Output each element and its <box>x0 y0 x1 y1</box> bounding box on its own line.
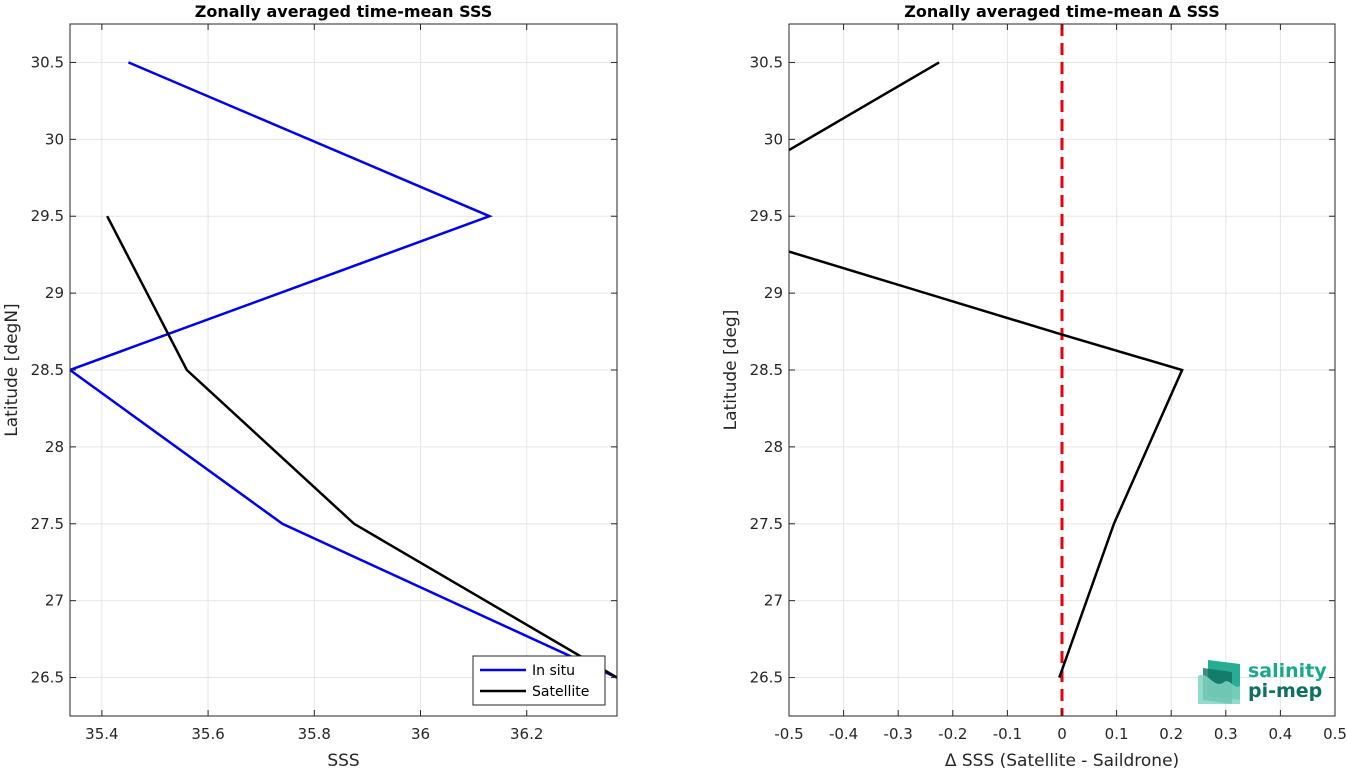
x-tick-label: -0.3 <box>884 725 913 743</box>
chart-title: Zonally averaged time-mean Δ SSS <box>904 2 1220 21</box>
x-tick-label: 36.2 <box>510 725 543 743</box>
y-tick-label: 26.5 <box>750 669 783 687</box>
legend-label: Satellite <box>532 684 589 700</box>
x-tick-label: 35.8 <box>298 725 331 743</box>
y-tick-label: 30.5 <box>31 53 64 71</box>
x-tick-label: 0.3 <box>1214 725 1238 743</box>
series-line-in-situ <box>70 61 617 679</box>
y-tick-label: 29.5 <box>750 207 783 225</box>
y-tick-label: 30 <box>764 130 783 148</box>
logo-word-pi-mep: pi-mep <box>1248 680 1322 702</box>
chart-2: -0.5 -0.4 -0.3 -0.2 -0.1 0 0.1 0.2 0.3 0.4 0.5 26.5… <box>721 2 1347 769</box>
y-tick-label: 28.5 <box>750 361 783 379</box>
chart-title: Zonally averaged time-mean SSS <box>195 2 493 21</box>
x-tick-label: -0.5 <box>774 725 803 743</box>
x-tick-label: 0.4 <box>1268 725 1292 743</box>
x-tick-label: -0.1 <box>993 725 1022 743</box>
legend-label: In situ <box>532 663 575 679</box>
y-tick-label: 28.5 <box>31 361 64 379</box>
x-tick-label: 0.2 <box>1159 725 1183 743</box>
y-tick-label: 29 <box>45 284 64 302</box>
legend-box <box>472 655 606 706</box>
x-axis-label: Δ SSS (Satellite - Saildrone) <box>945 751 1179 769</box>
y-axis-label: Latitude [degN] <box>2 303 22 436</box>
y-tick-label: 29 <box>764 284 783 302</box>
y-tick-label: 28 <box>764 438 783 456</box>
y-tick-label: 27.5 <box>750 515 783 533</box>
logo-word-salinity: salinity <box>1248 660 1327 682</box>
series-line-1-seg2 <box>789 250 1184 679</box>
legend: In situ Satellite <box>472 655 606 706</box>
x-tick-label: 0 <box>1057 725 1067 743</box>
y-tick-label: 27.5 <box>31 515 64 533</box>
y-tick-label: 27 <box>764 592 783 610</box>
y-tick-label: 30 <box>45 130 64 148</box>
x-tick-label: -0.2 <box>938 725 967 743</box>
y-tick-label: 27 <box>45 592 64 610</box>
y-tick-label: 29.5 <box>31 207 64 225</box>
y-tick-label: 28 <box>45 438 64 456</box>
x-axis-label: SSS <box>327 751 359 769</box>
x-tick-label: 35.6 <box>191 725 224 743</box>
x-tick-label: -0.4 <box>829 725 858 743</box>
y-axis-label: Latitude [deg] <box>721 310 741 431</box>
y-tick-label: 26.5 <box>31 669 64 687</box>
x-tick-label: 0.1 <box>1105 725 1129 743</box>
chart-1: 35.4 35.6 35.8 36 36.2 26.5 27 27.5 28 28.5 29 29.5… <box>2 2 618 769</box>
series-line-satellite <box>106 215 617 679</box>
x-tick-label: 35.4 <box>85 725 118 743</box>
y-tick-label: 30.5 <box>750 53 783 71</box>
x-tick-label: 36 <box>411 725 430 743</box>
x-tick-label: 0.5 <box>1323 725 1347 743</box>
series-line-1-seg1 <box>789 61 940 152</box>
